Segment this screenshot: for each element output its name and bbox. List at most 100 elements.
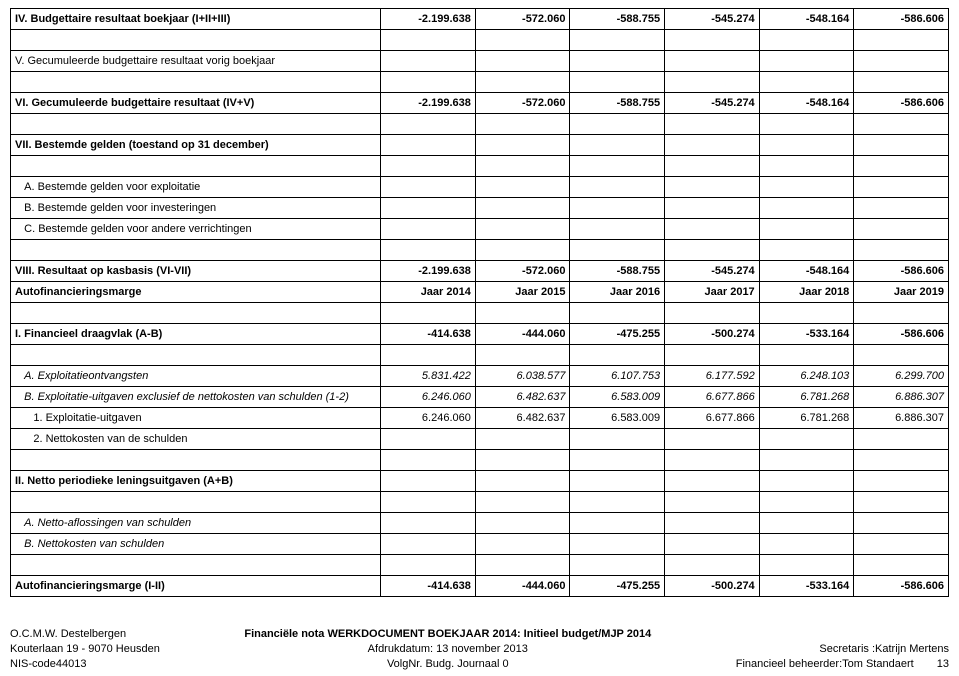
row-value	[475, 345, 570, 366]
row-value	[665, 30, 760, 51]
row-label: Autofinancieringsmarge	[11, 282, 381, 303]
row-label: B. Nettokosten van schulden	[11, 534, 381, 555]
row-value	[475, 471, 570, 492]
row-value	[854, 156, 949, 177]
row-value	[665, 177, 760, 198]
footer-center-title: Financiële nota WERKDOCUMENT BOEKJAAR 20…	[244, 627, 651, 642]
footer-right-2: Financieel beheerder:Tom Standaert	[736, 658, 914, 670]
row-value	[759, 51, 854, 72]
table-row: IV. Budgettaire resultaat boekjaar (I+II…	[11, 9, 949, 30]
row-value: -586.606	[854, 9, 949, 30]
row-value	[854, 51, 949, 72]
row-value: -588.755	[570, 93, 665, 114]
row-label: A. Bestemde gelden voor exploitatie	[11, 177, 381, 198]
row-label: VII. Bestemde gelden (toestand op 31 dec…	[11, 135, 381, 156]
row-value: -545.274	[665, 261, 760, 282]
row-value	[759, 72, 854, 93]
row-value	[759, 555, 854, 576]
row-value: -586.606	[854, 93, 949, 114]
row-value	[475, 450, 570, 471]
table-row	[11, 72, 949, 93]
row-value	[570, 114, 665, 135]
table-row: I. Financieel draagvlak (A-B)-414.638-44…	[11, 324, 949, 345]
row-value	[381, 51, 476, 72]
row-label: 1. Exploitatie-uitgaven	[11, 408, 381, 429]
row-value	[854, 219, 949, 240]
row-value	[665, 492, 760, 513]
table-row: C. Bestemde gelden voor andere verrichti…	[11, 219, 949, 240]
row-value	[665, 303, 760, 324]
row-value	[570, 303, 665, 324]
footer-left-2: NIS-code44013	[10, 657, 160, 672]
table-row: V. Gecumuleerde budgettaire resultaat vo…	[11, 51, 949, 72]
row-value: Jaar 2018	[759, 282, 854, 303]
table-row: A. Netto-aflossingen van schulden	[11, 513, 949, 534]
row-value	[570, 492, 665, 513]
row-value: 6.246.060	[381, 387, 476, 408]
row-value	[854, 177, 949, 198]
row-label: VIII. Resultaat op kasbasis (VI-VII)	[11, 261, 381, 282]
row-value: 6.583.009	[570, 408, 665, 429]
row-value: 6.248.103	[759, 366, 854, 387]
footer-left-0: O.C.M.W. Destelbergen	[10, 627, 160, 642]
row-label	[11, 492, 381, 513]
table-row	[11, 156, 949, 177]
row-value: -545.274	[665, 93, 760, 114]
row-value	[665, 114, 760, 135]
table-row: B. Exploitatie-uitgaven exclusief de net…	[11, 387, 949, 408]
row-label	[11, 114, 381, 135]
footer-center-line-1: VolgNr. Budg. Journaal 0	[244, 657, 651, 672]
row-value	[475, 513, 570, 534]
row-value	[570, 471, 665, 492]
row-label: A. Netto-aflossingen van schulden	[11, 513, 381, 534]
table-row	[11, 114, 949, 135]
footer-right-0	[736, 627, 949, 642]
row-value: -533.164	[759, 576, 854, 597]
footer-right-1: Secretaris :Katrijn Mertens	[736, 642, 949, 657]
row-value: -2.199.638	[381, 9, 476, 30]
row-value: Jaar 2014	[381, 282, 476, 303]
row-value: 5.831.422	[381, 366, 476, 387]
row-value	[854, 450, 949, 471]
row-value: -444.060	[475, 324, 570, 345]
row-value: 6.482.637	[475, 387, 570, 408]
row-value: -414.638	[381, 576, 476, 597]
row-label: II. Netto periodieke leningsuitgaven (A+…	[11, 471, 381, 492]
row-value: -588.755	[570, 261, 665, 282]
row-label	[11, 30, 381, 51]
row-value: 6.107.753	[570, 366, 665, 387]
row-value	[475, 72, 570, 93]
row-value	[759, 156, 854, 177]
row-value	[381, 156, 476, 177]
row-value	[854, 534, 949, 555]
row-value: -548.164	[759, 93, 854, 114]
footer-center-line-0: Afdrukdatum: 13 november 2013	[244, 642, 651, 657]
row-value	[759, 345, 854, 366]
row-value: -572.060	[475, 93, 570, 114]
row-value	[854, 135, 949, 156]
row-label: A. Exploitatieontvangsten	[11, 366, 381, 387]
row-value	[665, 534, 760, 555]
row-value	[475, 555, 570, 576]
row-value	[854, 513, 949, 534]
table-row	[11, 345, 949, 366]
table-row: VII. Bestemde gelden (toestand op 31 dec…	[11, 135, 949, 156]
row-value	[475, 429, 570, 450]
row-value: 6.677.866	[665, 408, 760, 429]
row-value	[475, 51, 570, 72]
row-value: -2.199.638	[381, 93, 476, 114]
row-value	[665, 51, 760, 72]
table-row: A. Exploitatieontvangsten5.831.4226.038.…	[11, 366, 949, 387]
row-value: -572.060	[475, 9, 570, 30]
table-row: VIII. Resultaat op kasbasis (VI-VII)-2.1…	[11, 261, 949, 282]
row-value	[475, 30, 570, 51]
row-value	[759, 135, 854, 156]
row-value: -500.274	[665, 576, 760, 597]
row-value	[854, 240, 949, 261]
row-value: -414.638	[381, 324, 476, 345]
row-value	[854, 303, 949, 324]
row-value	[381, 135, 476, 156]
table-row: AutofinancieringsmargeJaar 2014Jaar 2015…	[11, 282, 949, 303]
row-value	[570, 198, 665, 219]
row-value: -586.606	[854, 324, 949, 345]
